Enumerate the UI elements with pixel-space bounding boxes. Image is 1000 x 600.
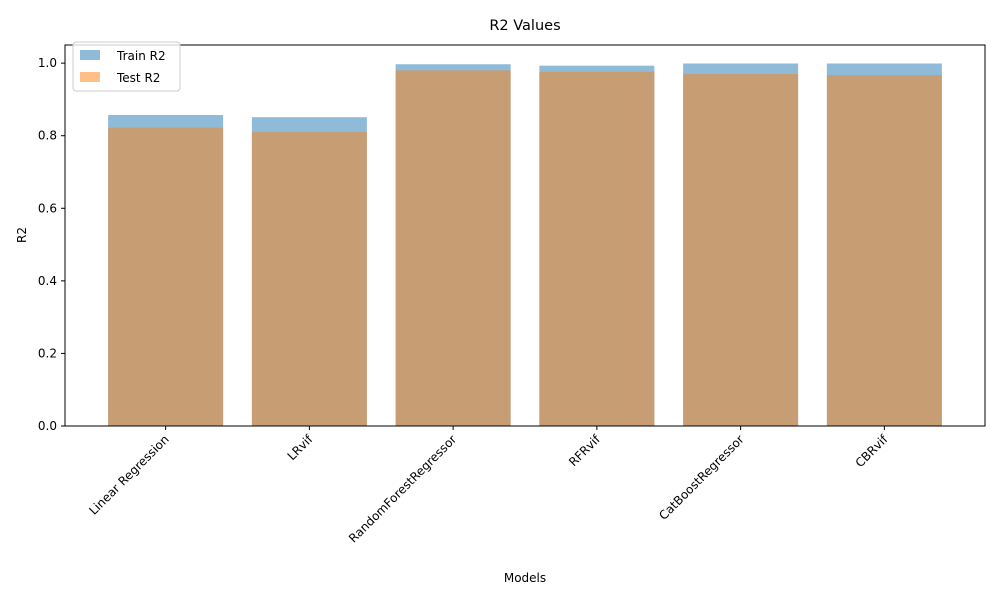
bar-test-4 [683,74,799,426]
x-tick-label-2: RandomForestRegressor [346,432,459,545]
y-axis: 0.0 0.2 0.4 0.6 0.8 1.0 [38,56,65,433]
y-tick-label-4: 0.8 [38,129,57,143]
x-tick-label-0: Linear Regression [86,432,171,517]
x-tick-label-5: CBRvif [853,432,891,470]
bar-test-3 [539,71,655,426]
bar-test-0 [108,127,224,426]
y-tick-label-2: 0.4 [38,274,57,288]
x-tick-label-4: CatBoostRegressor [656,432,747,523]
bar-test-2 [395,70,511,427]
bar-test-1 [251,132,367,426]
plot-frame [64,44,986,427]
x-axis-label: Models [504,571,546,585]
bar-test-5 [826,75,942,427]
x-tick-label-3: RFRvif [566,432,603,469]
y-tick-label-0: 0.0 [38,419,57,433]
legend-swatch-train [80,50,100,60]
legend-label-train: Train R2 [116,49,166,63]
y-tick-label-5: 1.0 [38,56,57,70]
bars-layer [108,63,942,427]
y-axis-label: R2 [15,227,29,243]
x-axis: Linear Regression LRvif RandomForestRegres… [86,426,891,545]
x-tick-label-1: LRvif [285,432,316,463]
legend: Train R2 Test R2 [72,41,181,92]
y-tick-label-3: 0.6 [38,201,57,215]
legend-swatch-test [80,72,100,82]
y-tick-label-1: 0.2 [38,346,57,360]
legend-label-test: Test R2 [116,71,160,85]
chart-title: R2 Values [489,18,560,34]
